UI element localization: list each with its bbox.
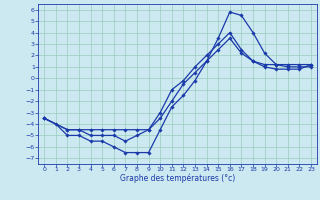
- X-axis label: Graphe des températures (°c): Graphe des températures (°c): [120, 174, 235, 183]
